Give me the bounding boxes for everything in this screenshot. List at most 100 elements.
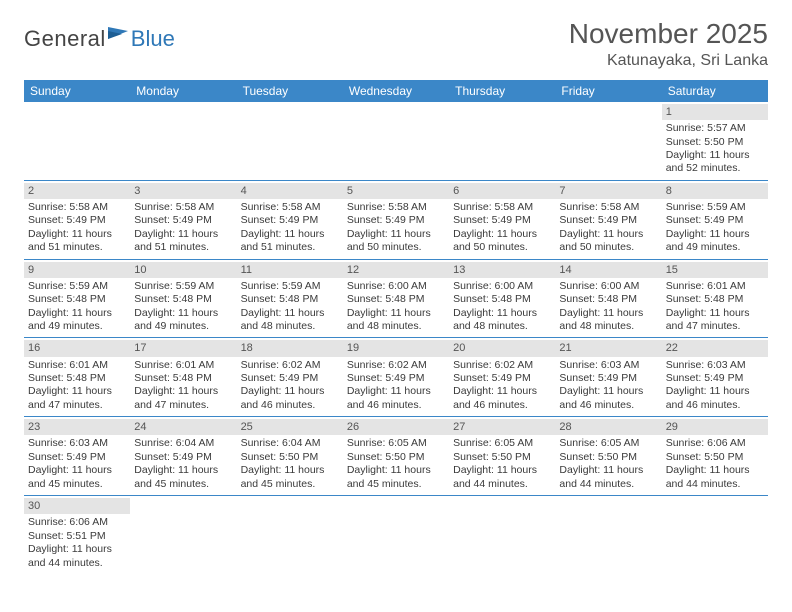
sunrise-text: Sunrise: 6:03 AM — [666, 359, 764, 372]
daylight-text: Daylight: 11 hours — [559, 307, 657, 320]
day-number: 22 — [662, 340, 768, 356]
daylight-text: and 50 minutes. — [453, 241, 551, 254]
sunrise-text: Sunrise: 6:05 AM — [453, 437, 551, 450]
day-cell: 17Sunrise: 6:01 AMSunset: 5:48 PMDayligh… — [130, 338, 236, 416]
daylight-text: Daylight: 11 hours — [241, 464, 339, 477]
sunset-text: Sunset: 5:48 PM — [28, 372, 126, 385]
sunrise-text: Sunrise: 6:04 AM — [134, 437, 232, 450]
daylight-text: Daylight: 11 hours — [347, 464, 445, 477]
daylight-text: Daylight: 11 hours — [134, 228, 232, 241]
sunset-text: Sunset: 5:48 PM — [453, 293, 551, 306]
daylight-text: and 46 minutes. — [453, 399, 551, 412]
sunset-text: Sunset: 5:49 PM — [347, 372, 445, 385]
dow-header-cell: Friday — [555, 80, 661, 102]
sunrise-text: Sunrise: 5:58 AM — [28, 201, 126, 214]
daylight-text: and 48 minutes. — [453, 320, 551, 333]
day-cell: 9Sunrise: 5:59 AMSunset: 5:48 PMDaylight… — [24, 260, 130, 338]
sunset-text: Sunset: 5:49 PM — [241, 372, 339, 385]
day-number: 7 — [555, 183, 661, 199]
daylight-text: Daylight: 11 hours — [453, 228, 551, 241]
day-cell-empty — [449, 102, 555, 180]
day-number: 14 — [555, 262, 661, 278]
day-cell: 8Sunrise: 5:59 AMSunset: 5:49 PMDaylight… — [662, 181, 768, 259]
daylight-text: Daylight: 11 hours — [134, 464, 232, 477]
sunrise-text: Sunrise: 5:58 AM — [559, 201, 657, 214]
sunset-text: Sunset: 5:49 PM — [453, 372, 551, 385]
daylight-text: Daylight: 11 hours — [559, 228, 657, 241]
title-block: November 2025 Katunayaka, Sri Lanka — [569, 18, 768, 70]
day-cell-empty — [555, 496, 661, 574]
day-cell: 29Sunrise: 6:06 AMSunset: 5:50 PMDayligh… — [662, 417, 768, 495]
daylight-text: Daylight: 11 hours — [28, 464, 126, 477]
day-cell-empty — [130, 496, 236, 574]
day-number: 3 — [130, 183, 236, 199]
day-cell: 6Sunrise: 5:58 AMSunset: 5:49 PMDaylight… — [449, 181, 555, 259]
day-cell: 18Sunrise: 6:02 AMSunset: 5:49 PMDayligh… — [237, 338, 343, 416]
day-cell: 15Sunrise: 6:01 AMSunset: 5:48 PMDayligh… — [662, 260, 768, 338]
sunset-text: Sunset: 5:48 PM — [347, 293, 445, 306]
location-text: Katunayaka, Sri Lanka — [569, 52, 768, 70]
day-number: 6 — [449, 183, 555, 199]
daylight-text: and 47 minutes. — [666, 320, 764, 333]
sunrise-text: Sunrise: 6:00 AM — [559, 280, 657, 293]
week-row: 23Sunrise: 6:03 AMSunset: 5:49 PMDayligh… — [24, 417, 768, 496]
sunrise-text: Sunrise: 6:03 AM — [559, 359, 657, 372]
day-number: 28 — [555, 419, 661, 435]
sunrise-text: Sunrise: 6:01 AM — [28, 359, 126, 372]
day-cell-empty — [343, 496, 449, 574]
sunrise-text: Sunrise: 5:59 AM — [28, 280, 126, 293]
month-title: November 2025 — [569, 18, 768, 50]
sunset-text: Sunset: 5:48 PM — [28, 293, 126, 306]
daylight-text: and 46 minutes. — [559, 399, 657, 412]
sunset-text: Sunset: 5:49 PM — [241, 214, 339, 227]
daylight-text: Daylight: 11 hours — [559, 385, 657, 398]
day-number: 8 — [662, 183, 768, 199]
daylight-text: and 45 minutes. — [347, 478, 445, 491]
daylight-text: and 49 minutes. — [134, 320, 232, 333]
sunset-text: Sunset: 5:49 PM — [559, 372, 657, 385]
day-cell: 11Sunrise: 5:59 AMSunset: 5:48 PMDayligh… — [237, 260, 343, 338]
sunrise-text: Sunrise: 5:58 AM — [241, 201, 339, 214]
day-cell: 28Sunrise: 6:05 AMSunset: 5:50 PMDayligh… — [555, 417, 661, 495]
sunset-text: Sunset: 5:48 PM — [241, 293, 339, 306]
day-number: 23 — [24, 419, 130, 435]
day-cell: 12Sunrise: 6:00 AMSunset: 5:48 PMDayligh… — [343, 260, 449, 338]
sunset-text: Sunset: 5:50 PM — [559, 451, 657, 464]
day-cell: 2Sunrise: 5:58 AMSunset: 5:49 PMDaylight… — [24, 181, 130, 259]
day-cell-empty — [24, 102, 130, 180]
daylight-text: Daylight: 11 hours — [666, 149, 764, 162]
day-number: 29 — [662, 419, 768, 435]
sunset-text: Sunset: 5:51 PM — [28, 530, 126, 543]
day-number: 17 — [130, 340, 236, 356]
daylight-text: Daylight: 11 hours — [134, 385, 232, 398]
day-number: 10 — [130, 262, 236, 278]
daylight-text: and 44 minutes. — [28, 557, 126, 570]
logo-text-blue: Blue — [131, 26, 175, 52]
sunset-text: Sunset: 5:50 PM — [347, 451, 445, 464]
daylight-text: and 49 minutes. — [28, 320, 126, 333]
daylight-text: and 48 minutes. — [347, 320, 445, 333]
calendar-grid: SundayMondayTuesdayWednesdayThursdayFrid… — [24, 80, 768, 574]
day-cell: 25Sunrise: 6:04 AMSunset: 5:50 PMDayligh… — [237, 417, 343, 495]
day-cell-empty — [130, 102, 236, 180]
day-number: 20 — [449, 340, 555, 356]
day-number: 25 — [237, 419, 343, 435]
day-number: 16 — [24, 340, 130, 356]
day-cell: 27Sunrise: 6:05 AMSunset: 5:50 PMDayligh… — [449, 417, 555, 495]
daylight-text: Daylight: 11 hours — [28, 228, 126, 241]
daylight-text: and 47 minutes. — [134, 399, 232, 412]
sunset-text: Sunset: 5:49 PM — [28, 214, 126, 227]
day-cell: 20Sunrise: 6:02 AMSunset: 5:49 PMDayligh… — [449, 338, 555, 416]
day-number: 24 — [130, 419, 236, 435]
day-cell: 16Sunrise: 6:01 AMSunset: 5:48 PMDayligh… — [24, 338, 130, 416]
daylight-text: and 47 minutes. — [28, 399, 126, 412]
dow-header-cell: Tuesday — [237, 80, 343, 102]
daylight-text: and 48 minutes. — [241, 320, 339, 333]
day-number: 21 — [555, 340, 661, 356]
daylight-text: and 49 minutes. — [666, 241, 764, 254]
daylight-text: and 50 minutes. — [347, 241, 445, 254]
sunrise-text: Sunrise: 6:01 AM — [666, 280, 764, 293]
day-number: 11 — [237, 262, 343, 278]
sunrise-text: Sunrise: 6:02 AM — [241, 359, 339, 372]
daylight-text: Daylight: 11 hours — [666, 464, 764, 477]
